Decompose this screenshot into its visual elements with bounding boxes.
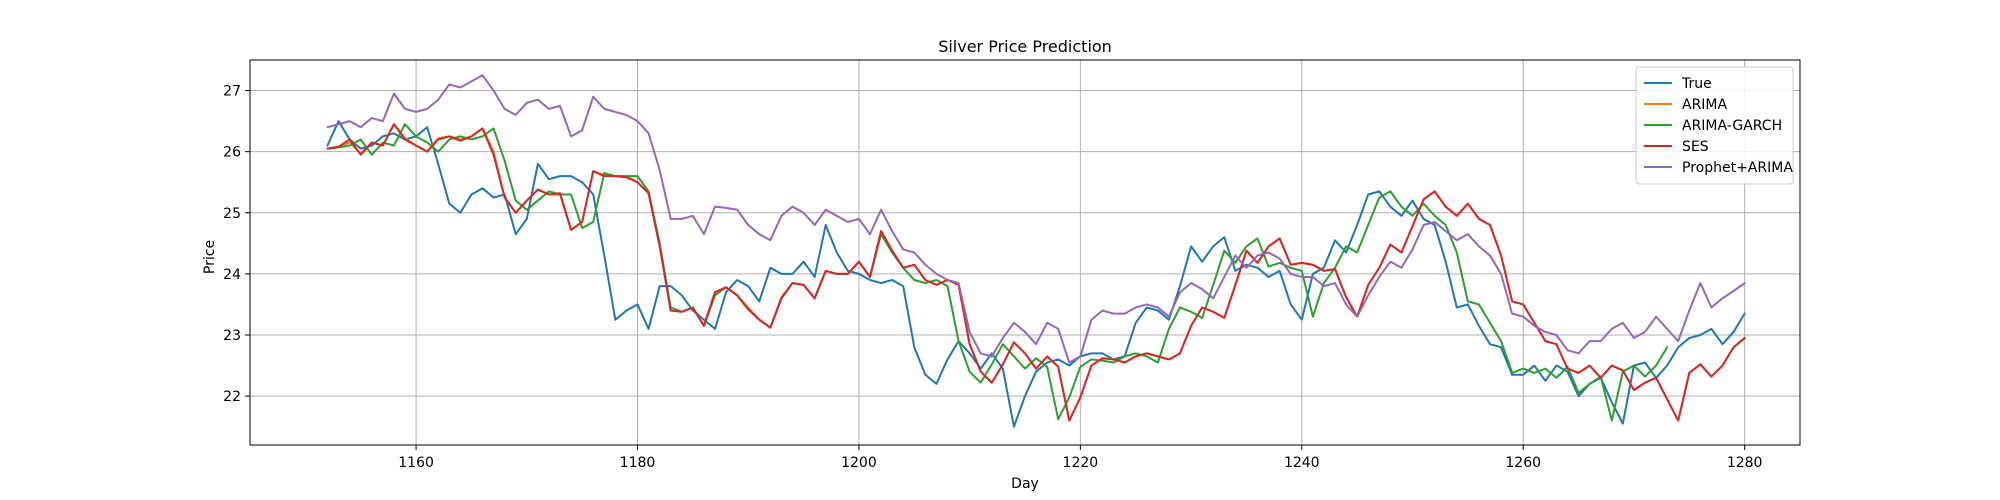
x-tick-label: 1200	[841, 455, 877, 471]
series-line-prophet-arima	[326, 74, 1746, 364]
x-tick-label: 1240	[1284, 455, 1320, 471]
series-line-arima-garch	[326, 123, 1669, 422]
x-tick-label: 1220	[1063, 455, 1099, 471]
chart-title: Silver Price Prediction	[938, 37, 1112, 56]
x-tick-label: 1260	[1505, 455, 1541, 471]
x-tick-label: 1180	[620, 455, 656, 471]
series-line-true	[326, 120, 1746, 428]
y-tick-label: 22	[223, 389, 241, 405]
plot-frame	[249, 59, 1801, 446]
legend: True ARIMA ARIMA-GARCH SES Prophet+ARIMA	[1635, 66, 1794, 185]
legend-label: True	[1681, 76, 1712, 92]
axis-ticks: 1160 1180 1200 1220 1240 1260 1280 22 23 24 25 26 27	[223, 84, 1762, 471]
series-lines	[326, 74, 1746, 428]
x-tick-label: 1160	[398, 455, 434, 471]
legend-label: ARIMA	[1682, 97, 1728, 113]
y-axis-label: Price	[202, 240, 218, 274]
y-tick-label: 24	[223, 267, 241, 283]
series-line-ses	[326, 123, 1746, 422]
legend-box	[1635, 66, 1794, 185]
y-tick-label: 27	[223, 84, 241, 100]
legend-label: Prophet+ARIMA	[1682, 160, 1793, 176]
x-axis-label: Day	[1011, 476, 1039, 492]
y-tick-label: 25	[223, 206, 241, 222]
x-tick-label: 1280	[1727, 455, 1763, 471]
grid-lines	[250, 60, 1800, 445]
y-tick-label: 23	[223, 328, 241, 344]
y-tick-label: 26	[223, 145, 241, 161]
legend-label: SES	[1682, 139, 1709, 155]
legend-label: ARIMA-GARCH	[1682, 118, 1782, 134]
